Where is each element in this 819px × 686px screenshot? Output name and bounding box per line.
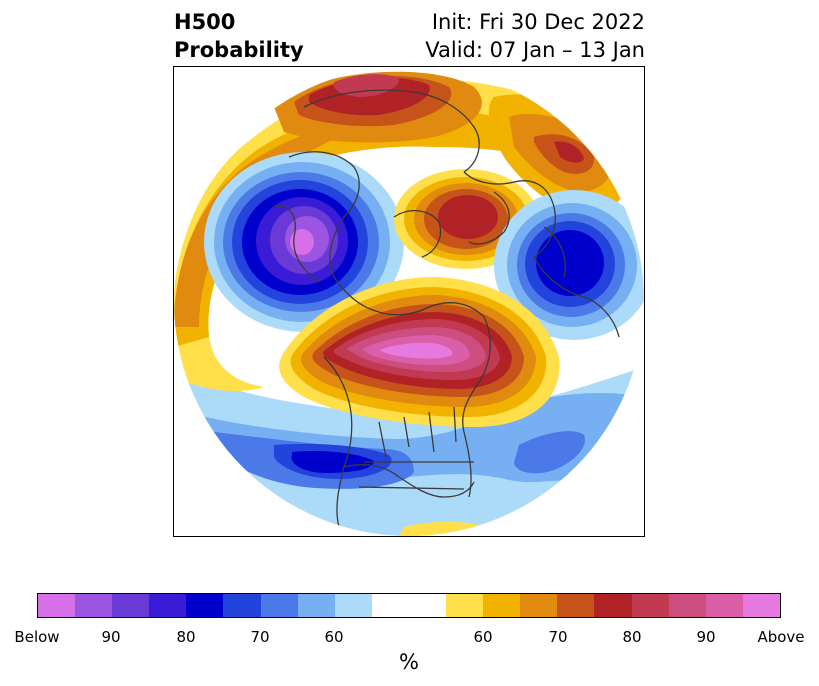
title-line-2: Probability [174, 38, 304, 62]
colorbar-segment [38, 594, 76, 617]
colorbar-segment [594, 594, 632, 617]
colorbar-segment [668, 594, 706, 617]
colorbar-tick-label: 80 [622, 628, 642, 646]
colorbar-segment [223, 594, 261, 617]
title-line-1: H500 [174, 10, 236, 34]
valid-range: Valid: 07 Jan – 13 Jan [425, 38, 645, 62]
colorbar [37, 593, 781, 618]
colorbar-segment [334, 594, 372, 617]
colorbar-segment [483, 594, 521, 617]
colorbar-segment [631, 594, 669, 617]
north-america-above-blob [279, 277, 560, 427]
coastlines [273, 89, 630, 528]
colorbar-segment [75, 594, 113, 617]
chart-title: H500 Probability [174, 8, 304, 64]
colorbar-segment [557, 594, 595, 617]
colorbar-tick-label: 70 [548, 628, 568, 646]
colorbar-tick-label: Below [14, 628, 60, 646]
colorbar-segment [186, 594, 224, 617]
colorbar-tick-label: 60 [324, 628, 344, 646]
colorbar-segment [297, 594, 335, 617]
colorbar-tick-label: 90 [101, 628, 121, 646]
colorbar-segment [112, 594, 150, 617]
colorbar-segment [446, 594, 484, 617]
colorbar-segment [705, 594, 743, 617]
date-info: Init: Fri 30 Dec 2022 Valid: 07 Jan – 13… [425, 8, 645, 64]
europe-below-blob [204, 152, 404, 332]
init-date: Init: Fri 30 Dec 2022 [431, 10, 645, 34]
colorbar-tick-label: Above [757, 628, 805, 646]
colorbar-unit-label: % [399, 650, 419, 674]
colorbar-tick-label: 60 [473, 628, 493, 646]
colorbar-tick-label: 90 [696, 628, 716, 646]
colorbar-segment [149, 594, 187, 617]
colorbar-segment [260, 594, 298, 617]
probability-map [173, 66, 645, 537]
colorbar-tick-label: 70 [250, 628, 270, 646]
map-svg [174, 67, 644, 536]
north-above-blob [274, 71, 482, 143]
colorbar-segment [742, 594, 780, 617]
colorbar-segment [371, 594, 447, 617]
colorbar-segment [520, 594, 558, 617]
east-asia-below-blob [494, 190, 644, 340]
colorbar-tick-label: 80 [176, 628, 196, 646]
